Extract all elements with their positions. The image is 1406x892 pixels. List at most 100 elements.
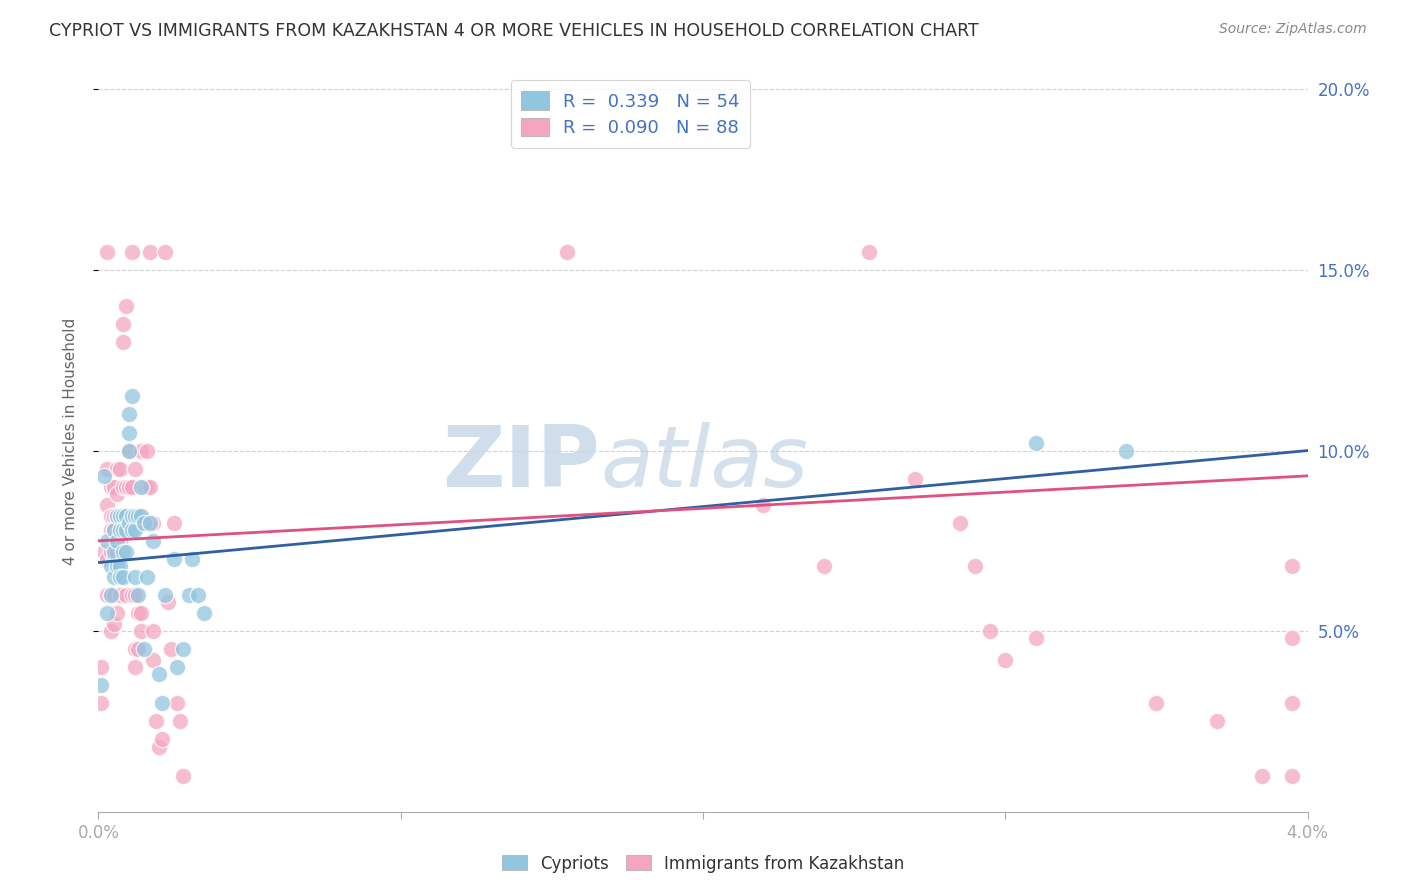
Point xyxy=(121,523,143,537)
Point xyxy=(1146,697,1168,711)
Point xyxy=(124,570,146,584)
Point xyxy=(100,588,122,602)
Point xyxy=(124,588,146,602)
Point xyxy=(979,624,1001,639)
Point xyxy=(108,508,131,523)
Point xyxy=(949,516,972,530)
Point xyxy=(100,588,122,602)
Point xyxy=(752,498,775,512)
Point xyxy=(103,523,125,537)
Point xyxy=(166,660,188,674)
Point xyxy=(90,660,112,674)
Point xyxy=(100,544,122,558)
Point xyxy=(103,616,125,631)
Text: Source: ZipAtlas.com: Source: ZipAtlas.com xyxy=(1219,22,1367,37)
Point xyxy=(139,244,162,259)
Point xyxy=(132,516,155,530)
Point xyxy=(114,508,136,523)
Point xyxy=(108,461,131,475)
Point xyxy=(118,425,141,440)
Legend: Cypriots, Immigrants from Kazakhstan: Cypriots, Immigrants from Kazakhstan xyxy=(495,848,911,880)
Point xyxy=(111,544,134,558)
Point xyxy=(129,624,152,639)
Point xyxy=(93,544,115,558)
Point xyxy=(96,552,118,566)
Point xyxy=(169,714,191,729)
Point xyxy=(132,480,155,494)
Point xyxy=(111,508,134,523)
Point xyxy=(127,606,149,620)
Point xyxy=(179,588,201,602)
Point xyxy=(148,667,170,681)
Point xyxy=(129,480,152,494)
Point xyxy=(100,508,122,523)
Point xyxy=(172,769,194,783)
Point xyxy=(93,468,115,483)
Point xyxy=(142,516,165,530)
Point xyxy=(108,570,131,584)
Point xyxy=(118,443,141,458)
Point xyxy=(105,508,128,523)
Point xyxy=(139,516,162,530)
Point xyxy=(108,533,131,548)
Point xyxy=(124,642,146,657)
Point xyxy=(555,244,578,259)
Point xyxy=(100,624,122,639)
Point xyxy=(105,606,128,620)
Point xyxy=(132,642,155,657)
Point xyxy=(96,244,118,259)
Point xyxy=(135,443,157,458)
Point xyxy=(124,461,146,475)
Point xyxy=(105,559,128,574)
Point xyxy=(96,606,118,620)
Point xyxy=(121,244,143,259)
Point xyxy=(96,498,118,512)
Point xyxy=(129,508,152,523)
Point xyxy=(105,508,128,523)
Point xyxy=(153,244,176,259)
Point xyxy=(118,516,141,530)
Point xyxy=(1281,632,1303,646)
Point xyxy=(114,299,136,313)
Point xyxy=(121,480,143,494)
Point xyxy=(105,533,128,548)
Point xyxy=(105,487,128,501)
Point xyxy=(96,533,118,548)
Point xyxy=(813,559,835,574)
Point xyxy=(100,559,122,574)
Point xyxy=(153,588,176,602)
Point xyxy=(118,508,141,523)
Point xyxy=(193,606,215,620)
Point xyxy=(111,508,134,523)
Point xyxy=(904,473,927,487)
Point xyxy=(114,544,136,558)
Point xyxy=(142,653,165,667)
Point xyxy=(108,559,131,574)
Point xyxy=(121,588,143,602)
Point xyxy=(135,480,157,494)
Point xyxy=(114,588,136,602)
Point xyxy=(100,480,122,494)
Point xyxy=(129,443,152,458)
Point xyxy=(127,508,149,523)
Point xyxy=(103,552,125,566)
Point xyxy=(111,317,134,331)
Point xyxy=(105,461,128,475)
Point xyxy=(994,653,1017,667)
Point xyxy=(124,660,146,674)
Point xyxy=(124,523,146,537)
Point xyxy=(108,588,131,602)
Point xyxy=(124,508,146,523)
Point xyxy=(114,523,136,537)
Point xyxy=(100,523,122,537)
Point xyxy=(103,480,125,494)
Point xyxy=(150,697,173,711)
Point xyxy=(1251,769,1274,783)
Point xyxy=(108,523,131,537)
Point xyxy=(142,624,165,639)
Point xyxy=(96,588,118,602)
Point xyxy=(139,480,162,494)
Point xyxy=(187,588,209,602)
Point xyxy=(90,697,112,711)
Point xyxy=(96,461,118,475)
